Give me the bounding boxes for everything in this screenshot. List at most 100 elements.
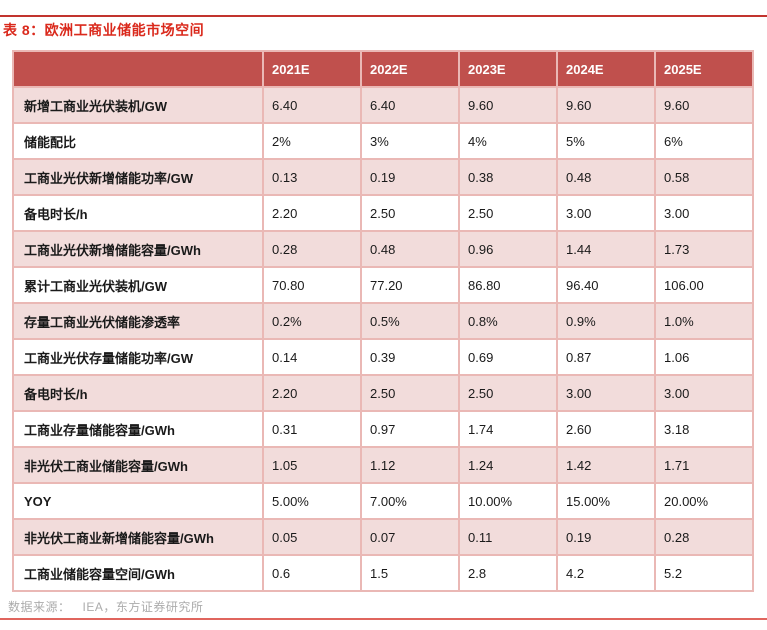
row-value: 1.0% bbox=[654, 302, 754, 340]
row-value: 0.19 bbox=[556, 518, 656, 556]
row-value: 70.80 bbox=[262, 266, 362, 304]
row-value: 0.05 bbox=[262, 518, 362, 556]
row-value: 0.13 bbox=[262, 158, 362, 196]
row-label: 存量工商业光伏储能渗透率 bbox=[12, 302, 264, 340]
row-value: 0.31 bbox=[262, 410, 362, 448]
row-value: 0.9% bbox=[556, 302, 656, 340]
data-source-value: IEA，东方证券研究所 bbox=[82, 600, 204, 614]
row-value: 3.00 bbox=[654, 194, 754, 232]
table-row: 累计工商业光伏装机/GW 70.80 77.20 86.80 96.40 106.00 bbox=[12, 266, 754, 304]
row-value: 0.28 bbox=[262, 230, 362, 268]
row-value: 0.87 bbox=[556, 338, 656, 376]
row-value: 3.18 bbox=[654, 410, 754, 448]
table-header-row: 2021E 2022E 2023E 2024E 2025E bbox=[12, 50, 754, 88]
row-value: 1.44 bbox=[556, 230, 656, 268]
row-label: 工商业光伏存量储能功率/GW bbox=[12, 338, 264, 376]
row-value: 5.00% bbox=[262, 482, 362, 520]
row-value: 1.42 bbox=[556, 446, 656, 484]
table-row: 储能配比 2% 3% 4% 5% 6% bbox=[12, 122, 754, 160]
row-value: 9.60 bbox=[556, 86, 656, 124]
row-value: 0.38 bbox=[458, 158, 558, 196]
row-label: 工商业光伏新增储能容量/GWh bbox=[12, 230, 264, 268]
data-source: 数据来源： IEA，东方证券研究所 bbox=[8, 598, 203, 615]
row-value: 2.8 bbox=[458, 554, 558, 592]
header-cell-year: 2021E bbox=[262, 50, 362, 88]
row-value: 3% bbox=[360, 122, 460, 160]
table-row: 工商业光伏存量储能功率/GW 0.14 0.39 0.69 0.87 1.06 bbox=[12, 338, 754, 376]
row-label: 工商业存量储能容量/GWh bbox=[12, 410, 264, 448]
row-value: 9.60 bbox=[458, 86, 558, 124]
row-value: 0.2% bbox=[262, 302, 362, 340]
row-label: 非光伏工商业储能容量/GWh bbox=[12, 446, 264, 484]
row-value: 6% bbox=[654, 122, 754, 160]
table-row: 工商业光伏新增储能功率/GW 0.13 0.19 0.38 0.48 0.58 bbox=[12, 158, 754, 196]
row-value: 15.00% bbox=[556, 482, 656, 520]
row-value: 0.19 bbox=[360, 158, 460, 196]
table-row: 备电时长/h 2.20 2.50 2.50 3.00 3.00 bbox=[12, 374, 754, 412]
table-row: 工商业光伏新增储能容量/GWh 0.28 0.48 0.96 1.44 1.73 bbox=[12, 230, 754, 268]
row-value: 2.20 bbox=[262, 194, 362, 232]
top-divider bbox=[0, 15, 767, 17]
header-cell-empty bbox=[12, 50, 264, 88]
row-value: 5% bbox=[556, 122, 656, 160]
row-value: 1.71 bbox=[654, 446, 754, 484]
row-label: 累计工商业光伏装机/GW bbox=[12, 266, 264, 304]
row-value: 0.5% bbox=[360, 302, 460, 340]
row-value: 7.00% bbox=[360, 482, 460, 520]
table-title: 表 8：欧洲工商业储能市场空间 bbox=[3, 22, 205, 38]
row-value: 3.00 bbox=[556, 374, 656, 412]
row-value: 2.50 bbox=[360, 194, 460, 232]
row-label: 工商业储能容量空间/GWh bbox=[12, 554, 264, 592]
row-value: 0.96 bbox=[458, 230, 558, 268]
row-value: 2% bbox=[262, 122, 362, 160]
row-value: 1.73 bbox=[654, 230, 754, 268]
row-value: 106.00 bbox=[654, 266, 754, 304]
row-value: 3.00 bbox=[654, 374, 754, 412]
table-header: 2021E 2022E 2023E 2024E 2025E bbox=[12, 50, 754, 88]
row-value: 1.12 bbox=[360, 446, 460, 484]
row-value: 2.50 bbox=[360, 374, 460, 412]
table-row: 备电时长/h 2.20 2.50 2.50 3.00 3.00 bbox=[12, 194, 754, 232]
bottom-divider bbox=[0, 618, 767, 620]
table-row: YOY 5.00% 7.00% 10.00% 15.00% 20.00% bbox=[12, 482, 754, 520]
row-value: 6.40 bbox=[262, 86, 362, 124]
row-label: 备电时长/h bbox=[12, 374, 264, 412]
row-value: 2.50 bbox=[458, 374, 558, 412]
row-value: 0.58 bbox=[654, 158, 754, 196]
row-value: 96.40 bbox=[556, 266, 656, 304]
row-value: 4% bbox=[458, 122, 558, 160]
table-row: 非光伏工商业新增储能容量/GWh 0.05 0.07 0.11 0.19 0.28 bbox=[12, 518, 754, 556]
row-value: 0.14 bbox=[262, 338, 362, 376]
row-label: 新增工商业光伏装机/GW bbox=[12, 86, 264, 124]
row-label: 储能配比 bbox=[12, 122, 264, 160]
header-cell-year: 2023E bbox=[458, 50, 558, 88]
row-value: 6.40 bbox=[360, 86, 460, 124]
market-forecast-table: 2021E 2022E 2023E 2024E 2025E 新增工商业光伏装机/GW 6.… bbox=[12, 50, 754, 592]
row-label: 工商业光伏新增储能功率/GW bbox=[12, 158, 264, 196]
row-value: 2.20 bbox=[262, 374, 362, 412]
header-cell-year: 2022E bbox=[360, 50, 460, 88]
row-value: 0.97 bbox=[360, 410, 460, 448]
row-value: 1.24 bbox=[458, 446, 558, 484]
row-value: 0.8% bbox=[458, 302, 558, 340]
row-value: 1.5 bbox=[360, 554, 460, 592]
row-value: 2.60 bbox=[556, 410, 656, 448]
row-value: 3.00 bbox=[556, 194, 656, 232]
data-source-label: 数据来源： bbox=[8, 600, 71, 614]
row-value: 0.48 bbox=[556, 158, 656, 196]
table-row: 存量工商业光伏储能渗透率 0.2% 0.5% 0.8% 0.9% 1.0% bbox=[12, 302, 754, 340]
header-cell-year: 2024E bbox=[556, 50, 656, 88]
row-value: 1.05 bbox=[262, 446, 362, 484]
row-value: 77.20 bbox=[360, 266, 460, 304]
table-row: 工商业储能容量空间/GWh 0.6 1.5 2.8 4.2 5.2 bbox=[12, 554, 754, 592]
table-row: 工商业存量储能容量/GWh 0.31 0.97 1.74 2.60 3.18 bbox=[12, 410, 754, 448]
row-label: YOY bbox=[12, 482, 264, 520]
row-value: 0.11 bbox=[458, 518, 558, 556]
row-value: 9.60 bbox=[654, 86, 754, 124]
row-value: 20.00% bbox=[654, 482, 754, 520]
row-value: 0.28 bbox=[654, 518, 754, 556]
row-value: 86.80 bbox=[458, 266, 558, 304]
header-cell-year: 2025E bbox=[654, 50, 754, 88]
row-value: 5.2 bbox=[654, 554, 754, 592]
